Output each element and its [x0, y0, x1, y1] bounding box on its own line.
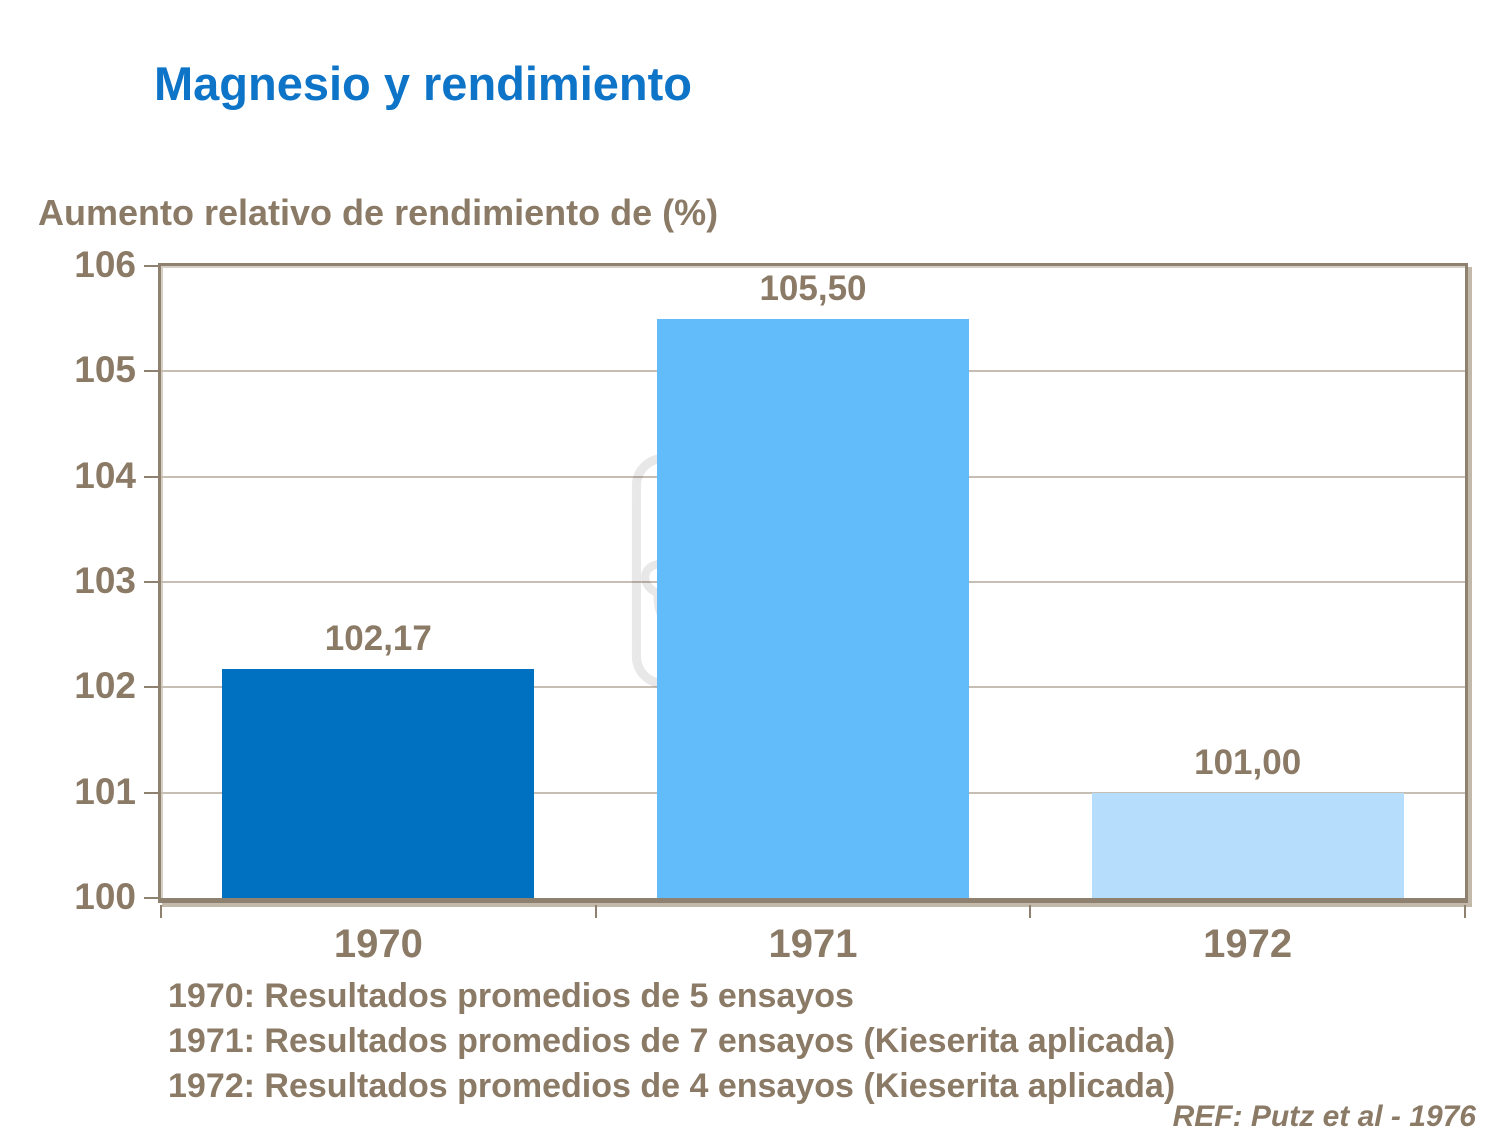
x-axis-tick — [1029, 905, 1032, 918]
chart-footnotes: 1970: Resultados promedios de 5 ensayos … — [168, 974, 1175, 1109]
y-axis-tick — [144, 897, 158, 899]
footnote-line: 1970: Resultados promedios de 5 ensayos — [168, 977, 854, 1015]
y-axis-tick — [144, 686, 158, 689]
bar-1971 — [657, 318, 969, 898]
footnote-line: 1972: Resultados promedios de 4 ensayos … — [168, 1067, 1176, 1105]
category-label: 1970 — [333, 922, 423, 966]
x-axis-tick — [160, 905, 162, 918]
category-label: 1972 — [1203, 922, 1293, 966]
bar-value-label: 102,17 — [324, 619, 432, 659]
y-tick-label: 104 — [74, 454, 136, 496]
y-tick-label: 105 — [74, 349, 136, 391]
bar-1972 — [1091, 792, 1404, 898]
x-axis-tick — [1464, 905, 1466, 918]
y-axis-tick — [144, 265, 158, 267]
y-tick-label: 103 — [74, 560, 136, 601]
reference-text: REF: Putz et al - 1976 — [1172, 1100, 1476, 1133]
bar-value-label: 105,50 — [759, 268, 867, 308]
y-axis-tick — [144, 791, 158, 794]
y-tick-label: 101 — [74, 770, 136, 812]
bar-1970 — [222, 669, 535, 898]
y-tick-label: 106 — [74, 244, 136, 285]
y-tick-label: 102 — [74, 665, 136, 707]
slide-title: Magnesio y rendimiento — [154, 57, 692, 110]
category-label: 1971 — [768, 922, 858, 966]
y-axis-tick — [144, 581, 158, 583]
y-axis-tick — [144, 475, 158, 478]
bar-value-label: 101,00 — [1194, 742, 1302, 782]
y-axis-tick — [144, 370, 158, 373]
y-tick-label: 100 — [74, 876, 136, 917]
y-axis-title: Aumento relativo de rendimiento de (%) — [38, 192, 719, 233]
x-axis-tick — [594, 905, 597, 918]
footnote-line: 1971: Resultados promedios de 7 ensayos … — [168, 1022, 1176, 1060]
